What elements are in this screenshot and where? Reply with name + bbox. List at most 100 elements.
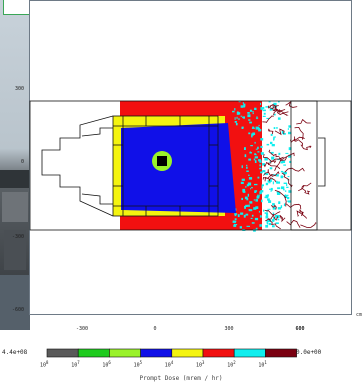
dose-speckle	[262, 115, 266, 117]
dose-speckle	[272, 203, 275, 206]
x-unit-label: cm	[356, 312, 362, 318]
dose-speckle	[245, 204, 249, 207]
dose-tendril	[293, 136, 305, 141]
dose-speckle	[276, 174, 279, 177]
dose-speckle	[258, 159, 261, 162]
dose-speckle	[259, 191, 262, 195]
dose-speckle	[250, 145, 253, 147]
colorbar-tick-label: 107	[71, 360, 80, 369]
dose-speckle	[251, 135, 253, 138]
dose-speckle	[268, 199, 270, 202]
dose-speckle	[275, 214, 279, 218]
dose-speckle	[251, 214, 254, 217]
dose-speckle	[248, 209, 253, 212]
dose-speckle	[240, 212, 244, 215]
dose-speckle	[256, 196, 260, 199]
dose-speckle	[241, 165, 243, 169]
downstream-wall	[290, 100, 318, 231]
dose-speckle	[240, 181, 244, 184]
dose-speckle	[273, 102, 277, 106]
dose-speckle	[254, 156, 258, 159]
dose-speckle	[261, 184, 264, 187]
dose-tendril	[271, 204, 277, 210]
dose-speckle	[253, 207, 257, 210]
dose-tendril	[285, 100, 298, 108]
dose-speckle	[276, 191, 280, 193]
colorbar-swatch	[265, 348, 297, 358]
dose-speckle	[265, 213, 269, 216]
dose-speckle	[284, 195, 288, 198]
dose-speckle	[259, 167, 262, 170]
dose-speckle	[276, 180, 278, 184]
dose-speckle	[237, 214, 240, 217]
dose-speckle	[246, 170, 249, 172]
dose-speckle	[243, 106, 246, 108]
dose-source-core	[157, 156, 167, 166]
dose-speckle	[283, 164, 286, 166]
dose-speckle	[273, 138, 275, 141]
dose-speckle	[247, 112, 250, 114]
dose-speckle	[288, 190, 292, 193]
dose-speckle	[260, 171, 263, 174]
dose-speckle	[265, 182, 269, 186]
y-tick-label: 300	[15, 86, 24, 92]
dose-speckle	[255, 199, 258, 202]
dose-speckle	[249, 151, 251, 153]
dose-speckle	[242, 191, 246, 193]
dose-speckle	[273, 217, 275, 220]
colorbar-tick-label: 105	[133, 360, 143, 369]
dose-speckle	[288, 147, 292, 151]
dose-speckle	[260, 152, 264, 155]
dose-speckle	[277, 218, 280, 221]
dose-speckle	[280, 175, 284, 179]
dose-speckle	[286, 186, 289, 188]
colorbar-swatch	[171, 348, 204, 358]
dose-speckle	[272, 225, 275, 228]
dose-tendril	[272, 105, 286, 113]
dose-tendril	[274, 156, 286, 171]
dose-speckle	[269, 160, 271, 163]
dose-speckle	[261, 186, 263, 189]
colorbar-tick-label: 106	[102, 360, 111, 369]
dose-speckle	[285, 152, 289, 154]
dose-speckle	[276, 127, 278, 129]
dose-speckle	[242, 188, 246, 192]
dose-speckle	[243, 214, 246, 218]
dose-speckle	[258, 124, 260, 126]
outer-boundary	[29, 100, 352, 231]
dose-speckle	[259, 160, 262, 163]
dose-tendril	[281, 172, 293, 188]
dose-speckle	[245, 213, 249, 216]
dose-speckle	[283, 182, 287, 184]
dose-tendril	[265, 218, 281, 230]
dose-speckle	[278, 152, 281, 155]
dose-speckle	[264, 212, 268, 214]
dose-tendril	[267, 160, 277, 166]
dose-speckle	[246, 164, 248, 166]
dose-tendril	[262, 115, 274, 124]
dose-speckle	[272, 206, 276, 210]
colorbar-tick-label: 108	[40, 360, 49, 369]
dose-speckle	[255, 117, 259, 119]
dose-speckle	[252, 132, 256, 135]
upstream-detail-2	[81, 193, 113, 205]
dose-speckle	[265, 194, 269, 198]
dose-tendril	[273, 108, 289, 116]
dose-speckle	[288, 154, 292, 158]
dose-speckle	[278, 101, 280, 103]
y-tick-label: -600	[12, 307, 24, 313]
dose-speckle	[240, 105, 244, 108]
dose-speckle	[255, 227, 258, 230]
dose-speckle	[268, 182, 271, 184]
dose-speckle	[242, 102, 244, 105]
dose-tendril	[268, 149, 280, 158]
dose-speckle	[272, 212, 275, 215]
dose-tendril	[300, 144, 312, 151]
dose-speckle	[235, 123, 238, 126]
dose-speckle	[277, 187, 281, 190]
dose-tendril	[284, 167, 305, 173]
dose-tendril	[274, 128, 285, 136]
colorbar-min-label: 0.0e+00	[296, 349, 322, 356]
dose-speckle	[288, 131, 292, 135]
dose-speckle	[243, 116, 245, 119]
